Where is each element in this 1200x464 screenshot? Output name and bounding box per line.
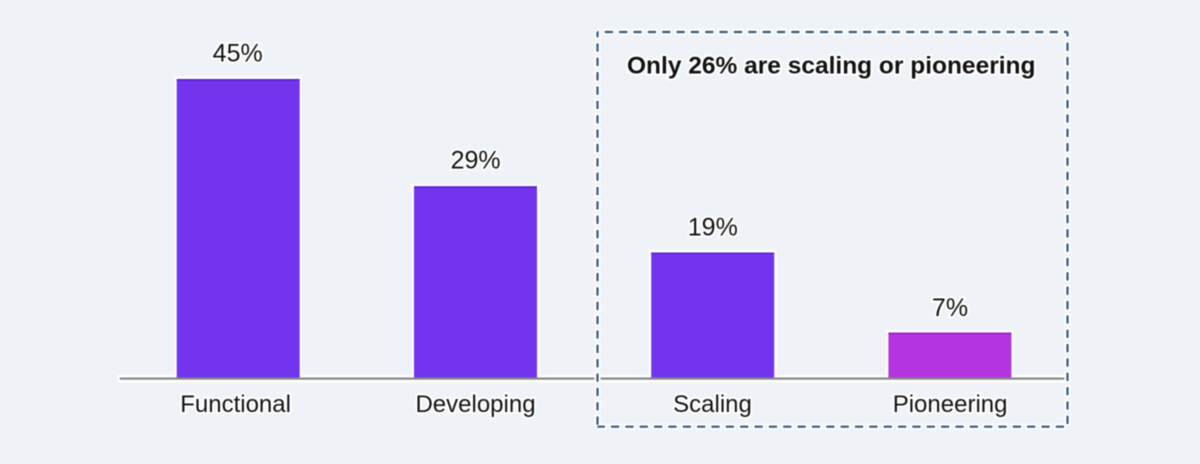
- svg-text:Developing: Developing: [415, 391, 535, 418]
- svg-text:19%: 19%: [688, 214, 738, 242]
- svg-text:Scaling: Scaling: [673, 391, 752, 418]
- svg-text:29%: 29%: [451, 147, 501, 175]
- svg-text:45%: 45%: [213, 40, 263, 68]
- svg-text:7%: 7%: [932, 294, 968, 322]
- svg-text:Pioneering: Pioneering: [893, 391, 1008, 418]
- svg-text:Only 26% are scaling or pionee: Only 26% are scaling or pioneering: [627, 53, 1035, 80]
- svg-text:Functional: Functional: [180, 391, 291, 418]
